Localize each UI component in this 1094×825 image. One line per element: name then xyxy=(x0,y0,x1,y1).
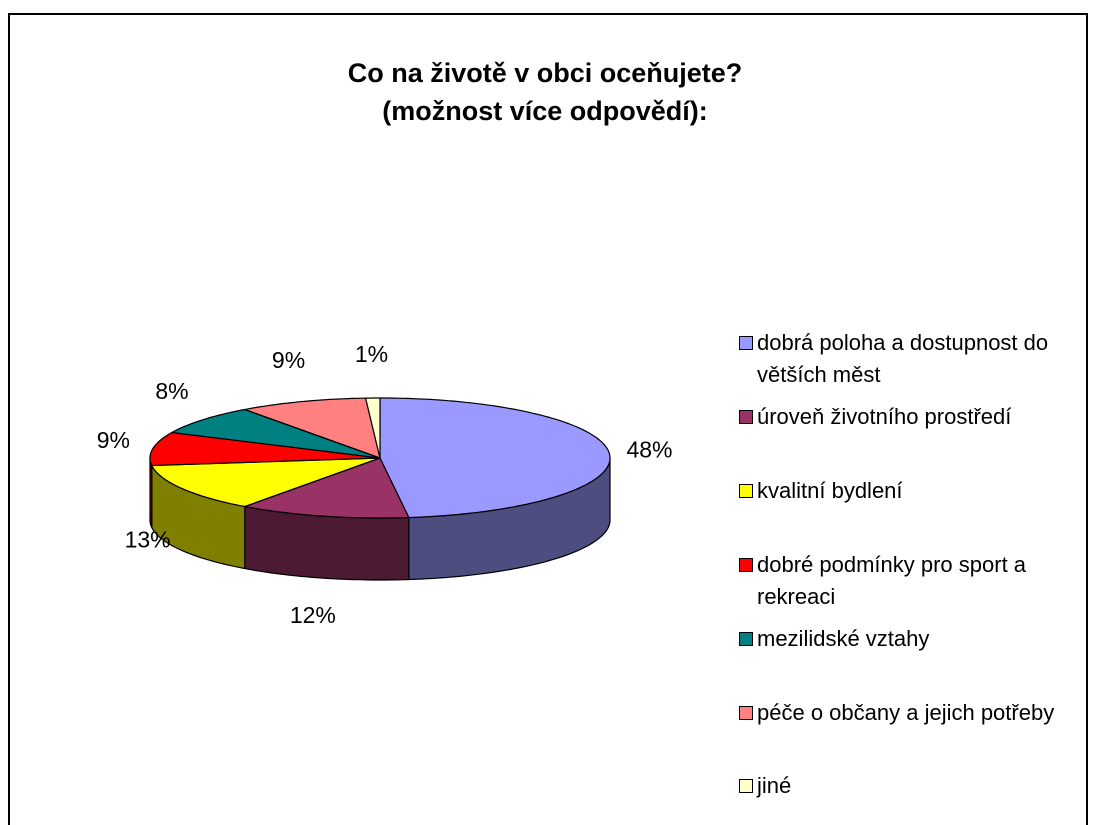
legend-swatch xyxy=(739,779,753,793)
legend-label: péče o občany a jejich potřeby xyxy=(757,700,1055,725)
pie-side xyxy=(149,458,153,528)
pie-slice xyxy=(150,457,381,508)
legend-item: mezilidské vztahy xyxy=(739,623,1094,655)
legend-swatch xyxy=(739,632,753,646)
pie-slice xyxy=(149,431,381,467)
pie-slice xyxy=(364,397,381,459)
legend-swatch xyxy=(739,336,753,350)
legend-item: dobré podmínky pro sport a rekreaci xyxy=(739,549,1094,613)
legend-label: úroveň životního prostředí xyxy=(757,404,1012,429)
legend-swatch xyxy=(739,410,753,424)
legend-label: kvalitní bydlení xyxy=(757,478,903,503)
data-label: 13% xyxy=(125,527,171,553)
data-label: 9% xyxy=(97,427,130,453)
legend-item: jiné xyxy=(739,770,1094,802)
data-label: 48% xyxy=(626,437,672,463)
pie-slice xyxy=(242,397,381,459)
pie-slice xyxy=(379,397,611,519)
pie-slice xyxy=(242,457,410,519)
data-label: 9% xyxy=(272,347,305,373)
chart-subtitle: (možnost více odpovědí): xyxy=(382,96,708,126)
data-label: 12% xyxy=(290,602,336,628)
legend-item: péče o občany a jejich potřeby xyxy=(739,697,1094,729)
legend-item: dobrá poloha a dostupnost do větších měs… xyxy=(739,327,1094,391)
frame xyxy=(8,13,1088,825)
data-label: 8% xyxy=(155,378,188,404)
legend-label: dobrá poloha a dostupnost do větších měs… xyxy=(757,330,1049,387)
legend-label: dobré podmínky pro sport a rekreaci xyxy=(757,552,1027,609)
pie-slice xyxy=(170,408,381,459)
data-label: 1% xyxy=(355,341,388,367)
legend-swatch xyxy=(739,558,753,572)
legend-item: úroveň životního prostředí xyxy=(739,401,1094,433)
legend-swatch xyxy=(739,484,753,498)
legend-label: jiné xyxy=(757,773,792,798)
legend-label: mezilidské vztahy xyxy=(757,626,930,651)
legend-item: kvalitní bydlení xyxy=(739,475,1094,507)
chart-title: Co na životě v obci oceňujete? xyxy=(348,58,743,88)
legend-swatch xyxy=(739,706,753,720)
